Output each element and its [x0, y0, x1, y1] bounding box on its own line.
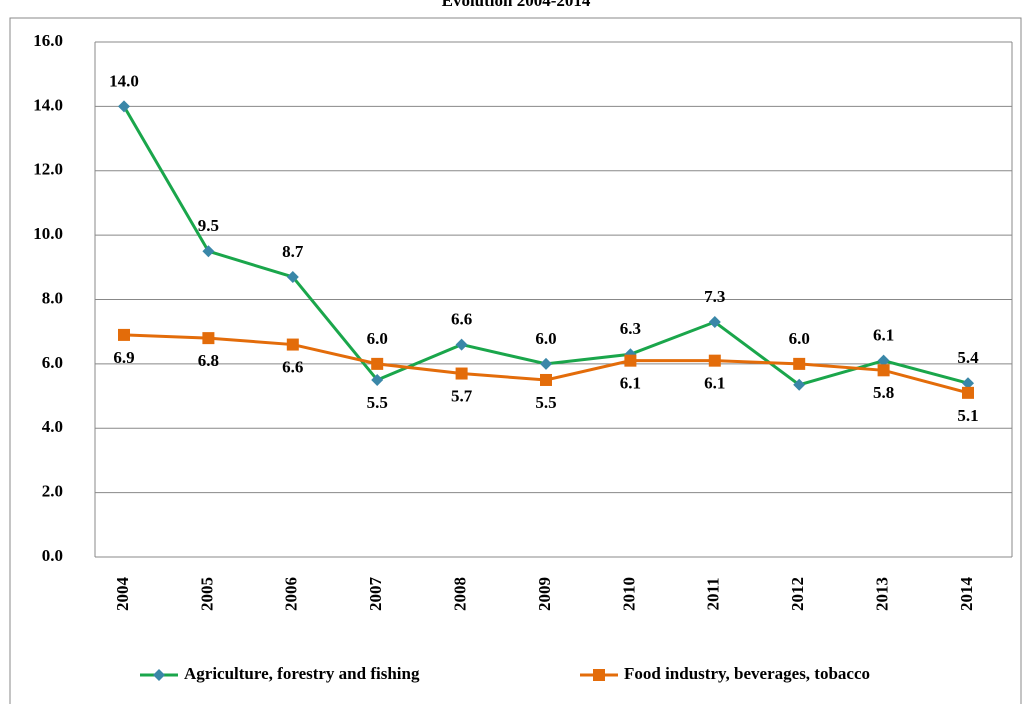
point-marker [793, 357, 806, 370]
data-label: 9.5 [198, 216, 219, 235]
point-marker [118, 328, 130, 341]
data-label: 5.5 [535, 393, 556, 412]
data-label: 6.1 [873, 326, 894, 345]
y-tick-label: 10.0 [33, 224, 63, 243]
point-marker [540, 357, 552, 370]
x-tick-label: 2005 [197, 577, 216, 611]
point-marker [202, 332, 215, 345]
y-tick-label: 14.0 [33, 95, 63, 114]
point-marker [455, 367, 468, 380]
y-tick-label: 4.0 [42, 417, 63, 436]
data-label: 6.1 [620, 374, 641, 393]
x-tick-label: 2013 [873, 577, 892, 611]
data-label: 6.6 [282, 357, 303, 376]
x-tick-label: 2012 [788, 577, 807, 611]
point-marker [624, 354, 637, 367]
data-label: 6.0 [535, 329, 556, 348]
data-label: 6.0 [367, 329, 388, 348]
point-marker [371, 357, 384, 370]
data-label: 6.8 [198, 351, 219, 370]
data-label: 5.8 [873, 383, 894, 402]
point-marker [708, 354, 721, 367]
point-marker [877, 364, 890, 377]
data-label: 6.3 [620, 319, 641, 338]
x-tick-label: 2007 [366, 577, 385, 612]
point-marker [540, 373, 552, 386]
x-tick-label: 2006 [282, 577, 301, 611]
data-label: 5.4 [957, 348, 979, 367]
x-tick-label: 2008 [451, 577, 470, 611]
data-label: 6.1 [704, 374, 725, 393]
data-label: 5.5 [367, 393, 388, 412]
point-marker [118, 100, 130, 113]
legend-marker [153, 669, 165, 681]
point-marker [455, 338, 468, 351]
data-label: 5.7 [451, 386, 473, 405]
y-tick-label: 2.0 [42, 482, 63, 501]
y-tick-label: 16.0 [33, 31, 63, 50]
x-tick-label: 2011 [704, 577, 723, 610]
point-marker [286, 270, 299, 283]
data-label: 6.6 [451, 309, 472, 328]
data-label: 6.9 [113, 348, 134, 367]
y-tick-label: 0.0 [42, 546, 63, 565]
x-tick-label: 2004 [113, 577, 132, 612]
data-label: 8.7 [282, 242, 304, 261]
legend-marker [593, 669, 605, 681]
chart-title: Evolution 2004-2014 [442, 0, 591, 10]
point-marker [371, 373, 384, 386]
point-marker [286, 338, 299, 351]
data-label: 5.1 [957, 406, 978, 425]
point-marker [877, 354, 890, 367]
data-label: 7.3 [704, 287, 725, 306]
legend-label: Food industry, beverages, tobacco [624, 664, 870, 683]
y-tick-label: 6.0 [42, 353, 63, 372]
y-tick-label: 8.0 [42, 288, 63, 307]
point-marker [962, 386, 974, 399]
y-tick-label: 12.0 [33, 160, 63, 179]
point-marker [708, 316, 721, 329]
point-marker [962, 377, 974, 390]
point-marker [202, 245, 215, 258]
x-tick-label: 2009 [535, 577, 554, 611]
chart-border [9, 17, 1022, 704]
x-tick-label: 2010 [619, 577, 638, 611]
data-label: 14.0 [109, 71, 139, 90]
data-label: 6.0 [789, 329, 810, 348]
legend-label: Agriculture, forestry and fishing [184, 664, 420, 683]
x-tick-label: 2014 [957, 577, 976, 612]
point-marker [793, 378, 806, 391]
